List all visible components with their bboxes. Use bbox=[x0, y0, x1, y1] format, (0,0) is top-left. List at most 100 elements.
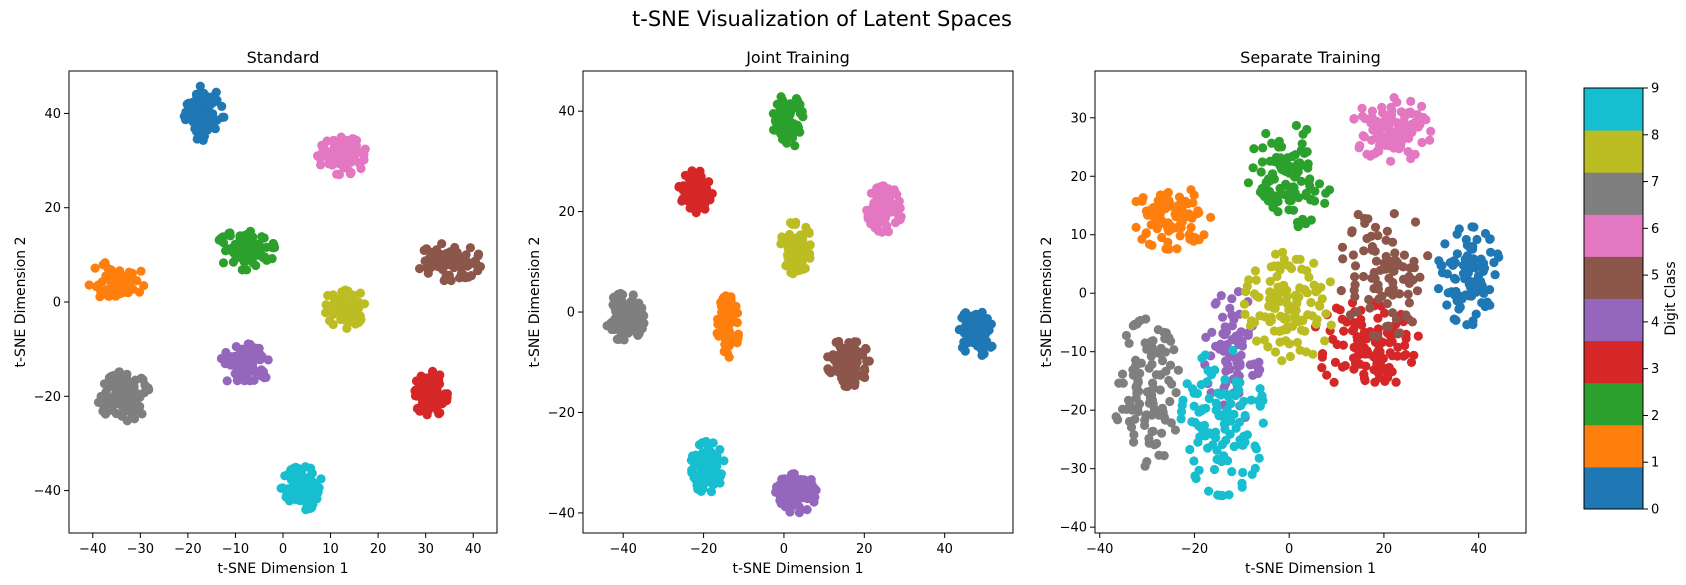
data-point bbox=[300, 462, 310, 472]
data-point bbox=[798, 264, 808, 274]
data-point bbox=[851, 346, 861, 356]
data-point bbox=[724, 352, 734, 362]
data-point bbox=[1236, 350, 1246, 360]
data-point bbox=[1452, 249, 1462, 259]
data-point bbox=[1144, 363, 1154, 373]
x-axis-label: t-SNE Dimension 1 bbox=[733, 561, 864, 577]
x-tick-label: 40 bbox=[936, 542, 953, 557]
data-point bbox=[1269, 261, 1279, 271]
data-point bbox=[1164, 244, 1174, 254]
data-point bbox=[1359, 246, 1369, 256]
data-point bbox=[139, 388, 149, 398]
data-point bbox=[1131, 222, 1141, 232]
data-point bbox=[772, 111, 782, 121]
data-point bbox=[439, 275, 449, 286]
data-point bbox=[704, 177, 714, 187]
data-point bbox=[1151, 370, 1161, 380]
y-axis-label: t-SNE Dimension 2 bbox=[13, 237, 29, 368]
data-point bbox=[1336, 286, 1346, 296]
data-point bbox=[1317, 294, 1327, 304]
data-point bbox=[212, 95, 222, 105]
data-point bbox=[1367, 135, 1377, 145]
data-point bbox=[778, 102, 788, 112]
cluster-class-6 bbox=[1349, 93, 1436, 166]
data-point bbox=[1295, 283, 1305, 293]
data-point bbox=[1417, 137, 1427, 148]
data-point bbox=[342, 323, 352, 333]
data-point bbox=[195, 81, 205, 91]
data-point bbox=[237, 265, 247, 275]
data-point bbox=[345, 307, 355, 317]
data-point bbox=[794, 244, 804, 254]
data-point bbox=[1140, 338, 1150, 348]
data-point bbox=[231, 253, 241, 263]
data-point bbox=[232, 376, 242, 386]
data-point bbox=[1324, 185, 1335, 195]
data-point bbox=[1172, 244, 1182, 254]
data-point bbox=[835, 342, 845, 352]
x-tick-label: −20 bbox=[1181, 542, 1208, 557]
plot-area bbox=[69, 71, 497, 533]
data-point bbox=[1216, 490, 1226, 501]
data-point bbox=[791, 94, 802, 104]
colorbar-tick-label: 4 bbox=[1651, 315, 1659, 330]
cluster-class-8 bbox=[776, 217, 815, 279]
data-point bbox=[1171, 223, 1181, 233]
data-point bbox=[1254, 453, 1264, 463]
data-point bbox=[1216, 390, 1226, 400]
data-point bbox=[1384, 273, 1394, 283]
data-point bbox=[1204, 486, 1214, 496]
data-point bbox=[1202, 377, 1212, 387]
data-point bbox=[706, 487, 717, 497]
data-point bbox=[1211, 298, 1221, 308]
y-tick-label: 20 bbox=[558, 205, 575, 220]
colorbar-tick-label: 7 bbox=[1651, 175, 1659, 190]
cluster-class-4 bbox=[216, 339, 273, 386]
data-point bbox=[850, 359, 860, 369]
data-point bbox=[618, 290, 628, 300]
data-point bbox=[1472, 234, 1482, 245]
data-point bbox=[1461, 266, 1471, 277]
data-point bbox=[611, 301, 621, 311]
data-point bbox=[787, 235, 797, 245]
y-tick-label: −10 bbox=[1060, 345, 1087, 360]
data-point bbox=[323, 147, 333, 157]
data-point bbox=[712, 450, 722, 461]
data-point bbox=[359, 155, 369, 165]
data-point bbox=[196, 125, 206, 136]
data-point bbox=[260, 252, 270, 262]
data-point bbox=[707, 189, 717, 199]
data-point bbox=[1304, 272, 1314, 282]
data-point bbox=[1261, 128, 1271, 139]
data-point bbox=[1201, 332, 1211, 342]
data-point bbox=[249, 238, 259, 248]
data-point bbox=[201, 115, 211, 125]
data-point bbox=[1146, 343, 1156, 353]
data-point bbox=[1266, 315, 1276, 326]
data-point bbox=[1352, 307, 1362, 317]
data-point bbox=[697, 438, 707, 448]
data-point bbox=[1311, 287, 1321, 297]
cluster-class-9 bbox=[276, 462, 326, 515]
data-point bbox=[1315, 301, 1325, 311]
data-point bbox=[1140, 420, 1150, 430]
data-point bbox=[422, 410, 432, 420]
data-point bbox=[307, 469, 317, 479]
data-point bbox=[691, 208, 701, 218]
x-tick-label: −40 bbox=[609, 542, 636, 557]
data-point bbox=[1295, 254, 1305, 264]
data-point bbox=[221, 246, 231, 256]
data-point bbox=[1294, 292, 1304, 302]
cluster-class-8 bbox=[1239, 247, 1336, 366]
data-point bbox=[1129, 437, 1139, 447]
data-point bbox=[1303, 159, 1313, 169]
data-point bbox=[1406, 153, 1416, 164]
colorbar-frame bbox=[1583, 87, 1644, 510]
data-point bbox=[1415, 272, 1425, 282]
data-point bbox=[1302, 288, 1312, 298]
data-point bbox=[1133, 402, 1143, 412]
data-point bbox=[1365, 303, 1375, 313]
data-point bbox=[1240, 410, 1250, 421]
data-point bbox=[771, 486, 781, 496]
data-point bbox=[84, 280, 94, 290]
